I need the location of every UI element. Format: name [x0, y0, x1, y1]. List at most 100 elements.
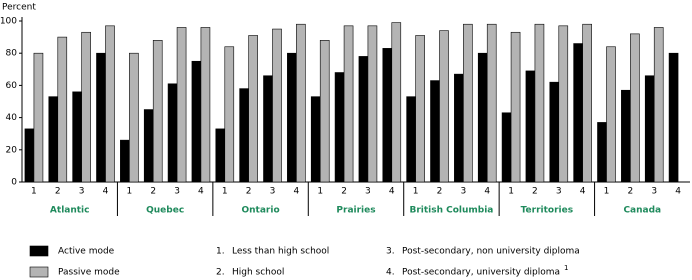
bar [215, 128, 226, 183]
bar [597, 122, 607, 183]
level-number: 4. [386, 268, 395, 278]
level-label: High school [232, 268, 284, 278]
bar [143, 109, 154, 183]
bar [287, 52, 297, 183]
x-tick-label: 4 [293, 187, 299, 197]
bar [486, 23, 497, 183]
bar [224, 46, 235, 183]
bar [334, 72, 345, 183]
bar [558, 25, 569, 183]
y-tick-label: 20 [6, 145, 18, 155]
x-tick-label: 2 [150, 187, 156, 197]
x-tick-label: 4 [675, 187, 681, 197]
footnote-mark: 1 [564, 264, 568, 272]
bar [549, 81, 560, 183]
bar [358, 56, 369, 183]
bar [239, 88, 249, 183]
x-tick-label: 1 [31, 187, 37, 197]
group-label: Territories [521, 206, 573, 216]
bar [653, 27, 664, 183]
bar [191, 60, 202, 183]
x-tick-label: 2 [246, 187, 252, 197]
x-tick-label: 3 [365, 187, 371, 197]
level-label: Less than high school [232, 247, 329, 257]
level-number: 1. [216, 247, 225, 257]
bar [582, 23, 592, 183]
group-label: Canada [623, 206, 661, 216]
bar [248, 35, 258, 183]
x-tick-label: 2 [341, 187, 347, 197]
group-label: Atlantic [50, 206, 90, 216]
x-tick-label: 1 [508, 187, 514, 197]
legend-label: Active mode [58, 247, 115, 257]
x-tick-label: 4 [580, 187, 586, 197]
bar [176, 27, 187, 183]
x-tick-label: 3 [651, 187, 657, 197]
x-tick-label: 2 [627, 187, 633, 197]
level-label: Post-secondary, non university diploma [402, 247, 580, 257]
bar [120, 139, 130, 183]
x-tick-label: 1 [222, 187, 228, 197]
bar [129, 52, 139, 183]
x-tick-label: 1 [413, 187, 419, 197]
y-axis-label: Percent [2, 3, 36, 13]
bar [343, 25, 354, 183]
bar [644, 75, 655, 183]
bar [200, 27, 211, 183]
x-tick-label: 1 [317, 187, 323, 197]
x-tick-label: 2 [437, 187, 443, 197]
x-tick-label: 4 [484, 187, 490, 197]
bar [105, 25, 115, 183]
bar [263, 75, 273, 183]
group-label: Ontario [242, 206, 280, 216]
x-tick-label: 4 [198, 187, 204, 197]
bar [668, 52, 679, 183]
group-label: British Columbia [409, 206, 493, 216]
bar [621, 89, 631, 183]
y-tick-label: 100 [0, 17, 17, 27]
bar [534, 23, 545, 183]
x-tick-label: 2 [532, 187, 538, 197]
bar [501, 112, 512, 183]
x-tick-label: 1 [126, 187, 132, 197]
bar [477, 52, 488, 183]
bar [296, 23, 306, 183]
x-tick-label: 1 [604, 187, 610, 197]
x-tick-label: 4 [103, 187, 109, 197]
legend-swatch [29, 245, 49, 257]
bar [72, 91, 82, 183]
bar [391, 22, 402, 183]
y-tick-label: 40 [6, 113, 18, 123]
bar [57, 36, 68, 183]
bar [310, 96, 321, 183]
level-number: 3. [386, 247, 395, 257]
level-label: Post-secondary, university diploma [402, 268, 560, 278]
bar [454, 73, 464, 183]
bar [525, 70, 536, 183]
bar [573, 43, 583, 183]
bar [152, 40, 163, 183]
group-label: Prairies [336, 206, 375, 216]
x-tick-label: 2 [55, 187, 61, 197]
x-tick-label: 3 [79, 187, 85, 197]
x-tick-label: 3 [270, 187, 276, 197]
bar [48, 96, 59, 183]
x-tick-label: 4 [389, 187, 395, 197]
bar [406, 96, 416, 183]
bar [415, 35, 425, 183]
y-tick-label: 0 [11, 178, 17, 188]
y-tick-label: 60 [6, 81, 18, 91]
bar [630, 33, 640, 183]
bar [167, 83, 178, 183]
legend-swatch [29, 266, 49, 278]
bar [24, 128, 35, 183]
bar [439, 30, 449, 183]
legend-label: Passive mode [58, 268, 120, 278]
x-tick-label: 3 [556, 187, 562, 197]
bar [81, 31, 91, 183]
level-number: 2. [216, 268, 225, 278]
bar [33, 52, 44, 183]
bar [510, 31, 521, 183]
bar [430, 80, 440, 183]
